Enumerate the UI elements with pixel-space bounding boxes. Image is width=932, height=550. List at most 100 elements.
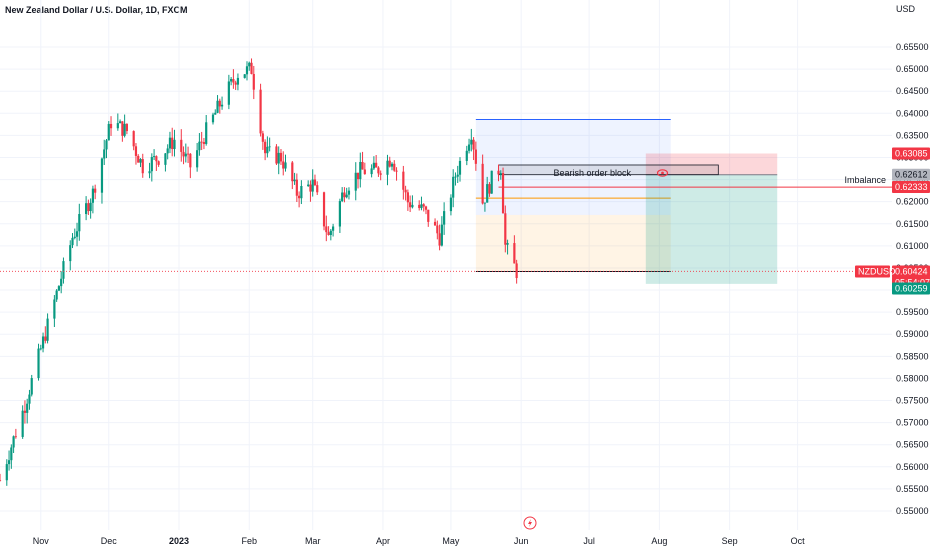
candle-body <box>37 348 40 379</box>
candle-body <box>404 189 407 193</box>
candle-body <box>472 139 475 150</box>
imbalance-label: Imbalance <box>844 175 886 185</box>
candle-body <box>467 144 471 151</box>
price-tick-label: 0.56000 <box>896 462 929 472</box>
candle-body <box>109 123 113 129</box>
candle-body <box>443 211 446 225</box>
candle-body <box>356 172 360 180</box>
candle-body <box>313 179 317 186</box>
time-tick-label: Nov <box>33 536 50 546</box>
last-price-tag: 0.60424 <box>895 266 928 276</box>
eye-icon[interactable] <box>656 169 669 177</box>
price-tags: 0.63085 0.62612 0.62333 0.6042405:54:070.60… <box>855 147 930 295</box>
candle-body <box>325 226 328 233</box>
candle-body <box>268 146 271 148</box>
short-stop-zone[interactable] <box>645 153 778 175</box>
candle-body <box>182 151 185 157</box>
price-axis[interactable]: USD 0.55000 0.55500 0.56000 0.56500 0.57000 0.… <box>896 4 929 516</box>
candle-body <box>91 188 95 203</box>
candle-body <box>218 100 221 107</box>
candle-body <box>227 81 230 105</box>
time-axis[interactable]: Nov Dec 2023 Feb Mar Apr May Jun Jul Aug Sep Oct <box>33 536 805 546</box>
candle-body <box>216 100 219 113</box>
time-tick-label: Dec <box>101 536 118 546</box>
candle-body <box>186 153 190 155</box>
candle-body <box>282 161 285 169</box>
candle-body <box>277 152 280 164</box>
order-block-label: Bearish order block <box>554 168 632 178</box>
price-tick-label: 0.65500 <box>896 42 929 52</box>
candle-body <box>53 299 56 319</box>
candle-body <box>293 179 296 182</box>
flash-circle <box>523 516 537 530</box>
candle-body <box>390 163 394 167</box>
flash-bolt <box>528 519 532 527</box>
chart-title: New Zealand Dollar / U.S. Dollar, 1D, FX… <box>5 5 188 15</box>
candle-body <box>486 184 489 203</box>
candle-body <box>393 163 396 171</box>
candle-body <box>232 79 235 83</box>
time-tick-label: 2023 <box>169 536 189 546</box>
candle-body <box>252 73 255 90</box>
candle-body <box>483 202 487 204</box>
price-tick-label: 0.57500 <box>896 396 929 406</box>
stop-price-tag: 0.60259 <box>895 284 928 294</box>
candle-body <box>189 153 192 168</box>
candle-body <box>26 403 29 413</box>
time-tick-label: Jun <box>514 536 529 546</box>
candles <box>0 58 518 486</box>
candle-body <box>89 202 92 212</box>
candle-body <box>515 263 518 279</box>
candle-body <box>123 123 126 136</box>
overlays[interactable]: Bearish order block Imbalance <box>0 168 892 530</box>
candle-body <box>295 179 298 196</box>
candle-body <box>456 174 459 177</box>
candle-body <box>148 171 151 174</box>
candle-body <box>418 204 421 209</box>
flash-icon[interactable] <box>523 516 537 530</box>
candle-body <box>75 231 79 237</box>
candle-body <box>150 157 153 172</box>
candle-body <box>196 150 199 168</box>
candle-body <box>433 221 437 226</box>
price-tick-label: 0.65000 <box>896 64 929 74</box>
candle-body <box>62 261 65 279</box>
candle-body <box>436 225 439 234</box>
candle-body <box>331 226 335 231</box>
candle-body <box>28 394 31 404</box>
candle-body <box>245 66 249 75</box>
tp-price-tag: 0.63085 <box>895 148 928 158</box>
candle-body <box>220 104 224 107</box>
candle-body <box>230 79 233 82</box>
candle-body <box>60 278 63 287</box>
long-target-zone[interactable] <box>475 119 671 215</box>
candle-body <box>470 139 473 145</box>
tp-price-tag-bg <box>892 147 930 160</box>
candle-body <box>454 176 457 178</box>
candle-body <box>85 203 88 215</box>
position-zones[interactable] <box>475 118 778 284</box>
candle-body <box>125 123 128 132</box>
countdown-tag: 05:54:07 <box>895 277 930 287</box>
candle-body <box>243 74 246 78</box>
candle-body <box>202 142 206 144</box>
candle-body <box>5 464 8 481</box>
candle-body <box>236 77 240 85</box>
candle-body <box>279 152 283 162</box>
price-tick-label: 0.56500 <box>896 440 929 450</box>
candle-body <box>438 233 441 246</box>
candle-body <box>386 160 389 175</box>
candle-body <box>377 167 380 174</box>
candle-body <box>157 161 160 165</box>
candle-body <box>513 243 516 264</box>
candle-body <box>363 169 366 175</box>
candle-body <box>499 173 502 175</box>
candle-body <box>137 155 140 163</box>
price-tick-label: 0.57000 <box>896 418 929 428</box>
candle-body <box>307 184 310 187</box>
candle-body <box>388 160 391 167</box>
candle-body <box>402 171 405 190</box>
candle-body <box>44 336 47 341</box>
short-target-zone[interactable] <box>645 174 778 284</box>
